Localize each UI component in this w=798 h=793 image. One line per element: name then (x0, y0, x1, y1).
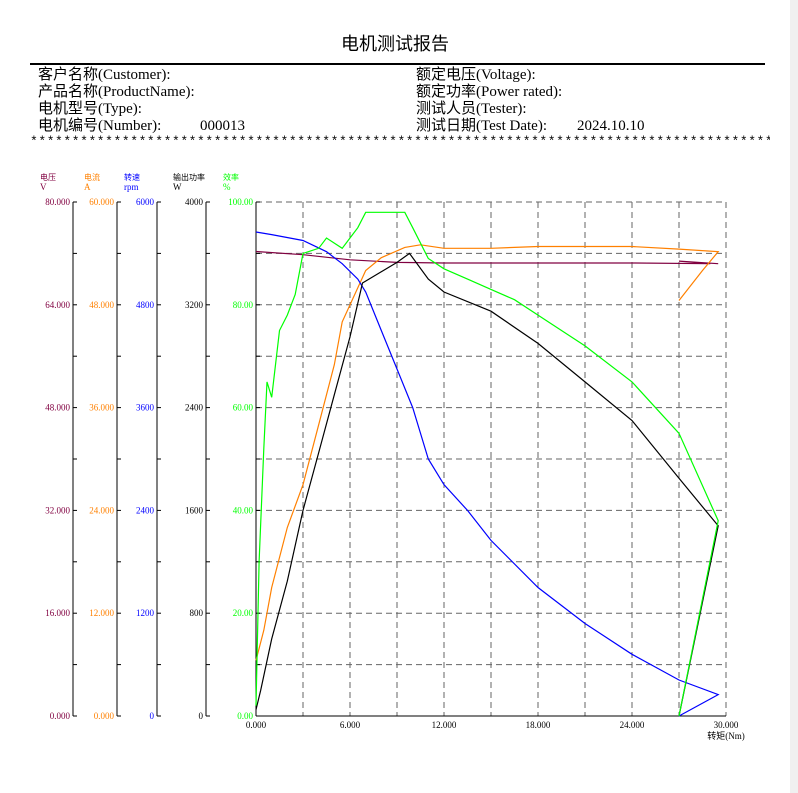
speed-tick-label: 2400 (136, 505, 155, 515)
efficiency-axis-name: 效率 (223, 172, 239, 182)
efficiency-tick-label: 0.00 (237, 711, 253, 721)
voltage-tick-label: 64.000 (45, 300, 70, 310)
tester-label: 测试人员(Tester): (416, 101, 527, 117)
current-axis-name: 电流 (84, 172, 100, 182)
speed-axis-name: 转速 (124, 172, 140, 182)
voltage-label: 额定电压(Voltage): (416, 67, 536, 83)
header-divider (30, 63, 765, 65)
x-axis-title: 转矩(Nm) (707, 730, 745, 741)
speed-tick-label: 1200 (136, 608, 155, 618)
voltage-tick-label: 0.000 (50, 711, 71, 721)
power-series-line (255, 252, 719, 717)
efficiency-tick-label: 60.00 (233, 403, 254, 413)
product-name-label: 产品名称(ProductName): (38, 84, 195, 100)
voltage-axis-unit: V (40, 182, 47, 192)
current-tick-label: 48.000 (89, 300, 114, 310)
voltage-series-line (255, 250, 719, 265)
voltage-tick-label: 48.000 (45, 403, 70, 413)
report-title: 电机测试报告 (341, 34, 449, 54)
x-tick-label: 6.000 (340, 720, 361, 730)
voltage-axis-name: 电压 (40, 172, 56, 182)
star-separator: ****************************************… (30, 134, 770, 149)
efficiency-tick-label: 20.00 (233, 608, 254, 618)
right-info-block: 额定电压(Voltage): 额定功率(Power rated): 测试人员(T… (416, 67, 562, 135)
test-date-label: 测试日期(Test Date): (416, 118, 548, 134)
x-tick-label: 18.000 (526, 720, 551, 730)
efficiency-tick-label: 80.00 (233, 300, 254, 310)
power-axis-unit: W (173, 182, 182, 192)
voltage-tick-label: 16.000 (45, 608, 70, 618)
customer-label: 客户名称(Customer): (38, 67, 171, 83)
vertical-scrollbar[interactable] (790, 0, 798, 793)
current-tick-label: 12.000 (89, 608, 114, 618)
motor-number-value: 000013 (200, 118, 245, 134)
efficiency-series-line (255, 211, 719, 717)
power-tick-label: 4000 (185, 197, 204, 207)
motor-type-label: 电机型号(Type): (38, 101, 142, 117)
motor-number-label: 电机编号(Number): (38, 118, 162, 134)
current-tick-label: 24.000 (89, 505, 114, 515)
speed-tick-label: 3600 (136, 403, 155, 413)
x-tick-label: 30.000 (714, 720, 739, 730)
power-tick-label: 2400 (185, 403, 204, 413)
speed-tick-label: 6000 (136, 197, 155, 207)
power-tick-label: 800 (190, 608, 204, 618)
speed-tick-label: 4800 (136, 300, 155, 310)
speed-axis-unit: rpm (124, 182, 139, 192)
power-tick-label: 0 (199, 711, 204, 721)
left-info-block: 客户名称(Customer): 产品名称(ProductName): 电机型号(… (38, 67, 195, 135)
voltage-tick-label: 32.000 (45, 505, 70, 515)
x-tick-label: 0.000 (246, 720, 267, 730)
x-tick-label: 12.000 (432, 720, 457, 730)
efficiency-tick-label: 40.00 (233, 505, 254, 515)
current-series-line (255, 244, 720, 661)
current-tick-label: 36.000 (89, 403, 114, 413)
speed-series-line (255, 231, 720, 717)
efficiency-axis-unit: % (223, 182, 231, 192)
x-tick-label: 24.000 (620, 720, 645, 730)
speed-tick-label: 0 (150, 711, 155, 721)
current-axis-unit: A (84, 182, 91, 192)
efficiency-tick-label: 100.00 (228, 197, 253, 207)
voltage-tick-label: 80.000 (45, 197, 70, 207)
power-tick-label: 1600 (185, 505, 204, 515)
test-date-value: 2024.10.10 (577, 118, 645, 134)
current-tick-label: 0.000 (94, 711, 115, 721)
power-tick-label: 3200 (185, 300, 204, 310)
power-rated-label: 额定功率(Power rated): (416, 84, 563, 100)
current-tick-label: 60.000 (89, 197, 114, 207)
power-axis-name: 输出功率 (173, 172, 205, 182)
